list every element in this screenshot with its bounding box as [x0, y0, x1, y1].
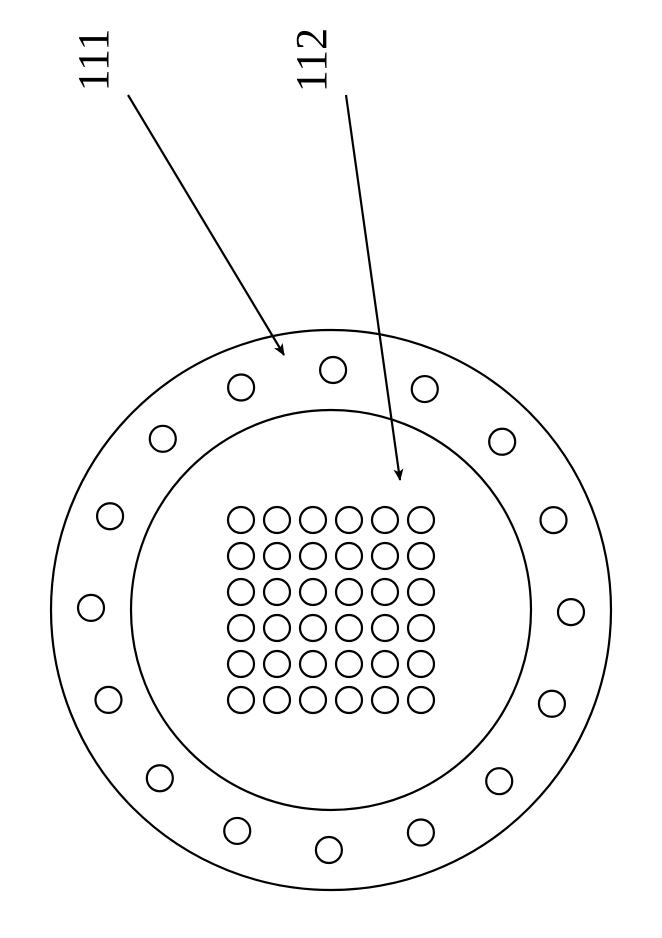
grid-hole — [228, 543, 254, 569]
label_112-label: 112 — [287, 28, 336, 92]
ring-holes — [78, 357, 584, 863]
ring-hole — [320, 357, 346, 383]
grid-hole — [408, 579, 434, 605]
grid-hole — [372, 507, 398, 533]
grid-hole — [408, 543, 434, 569]
grid-hole — [264, 687, 290, 713]
grid-hole — [264, 543, 290, 569]
grid-hole — [336, 651, 362, 677]
label_112-leader — [346, 95, 400, 480]
ring-hole — [486, 768, 512, 794]
ring-hole — [541, 507, 567, 533]
grid-hole — [264, 651, 290, 677]
grid-hole — [336, 507, 362, 533]
grid-holes — [228, 507, 434, 713]
grid-hole — [336, 543, 362, 569]
grid-hole — [300, 579, 326, 605]
grid-hole — [228, 579, 254, 605]
outer-circle — [51, 330, 611, 890]
ring-hole — [489, 429, 515, 455]
grid-hole — [336, 615, 362, 641]
ring-hole — [408, 820, 434, 846]
grid-hole — [336, 687, 362, 713]
grid-hole — [372, 543, 398, 569]
ring-hole — [539, 691, 565, 717]
grid-hole — [300, 651, 326, 677]
grid-hole — [372, 687, 398, 713]
grid-hole — [300, 543, 326, 569]
grid-hole — [300, 687, 326, 713]
grid-hole — [300, 507, 326, 533]
ring-hole — [316, 837, 342, 863]
ring-hole — [95, 687, 121, 713]
inner-circle — [131, 410, 531, 810]
ring-hole — [97, 503, 123, 529]
grid-hole — [408, 507, 434, 533]
grid-hole — [228, 687, 254, 713]
label_111-label: 111 — [69, 29, 118, 92]
grid-hole — [228, 651, 254, 677]
grid-hole — [408, 651, 434, 677]
grid-hole — [264, 579, 290, 605]
grid-hole — [228, 615, 254, 641]
ring-hole — [147, 765, 173, 791]
label_111-leader — [128, 95, 284, 355]
ring-hole — [412, 376, 438, 402]
ring-hole — [558, 599, 584, 625]
grid-hole — [264, 507, 290, 533]
grid-hole — [372, 579, 398, 605]
ring-hole — [224, 818, 250, 844]
ring-hole — [228, 374, 254, 400]
grid-hole — [336, 579, 362, 605]
grid-hole — [228, 507, 254, 533]
grid-hole — [408, 615, 434, 641]
grid-hole — [372, 651, 398, 677]
grid-hole — [264, 615, 290, 641]
grid-hole — [408, 687, 434, 713]
grid-hole — [300, 615, 326, 641]
ring-hole — [78, 595, 104, 621]
ring-hole — [150, 426, 176, 452]
grid-hole — [372, 615, 398, 641]
